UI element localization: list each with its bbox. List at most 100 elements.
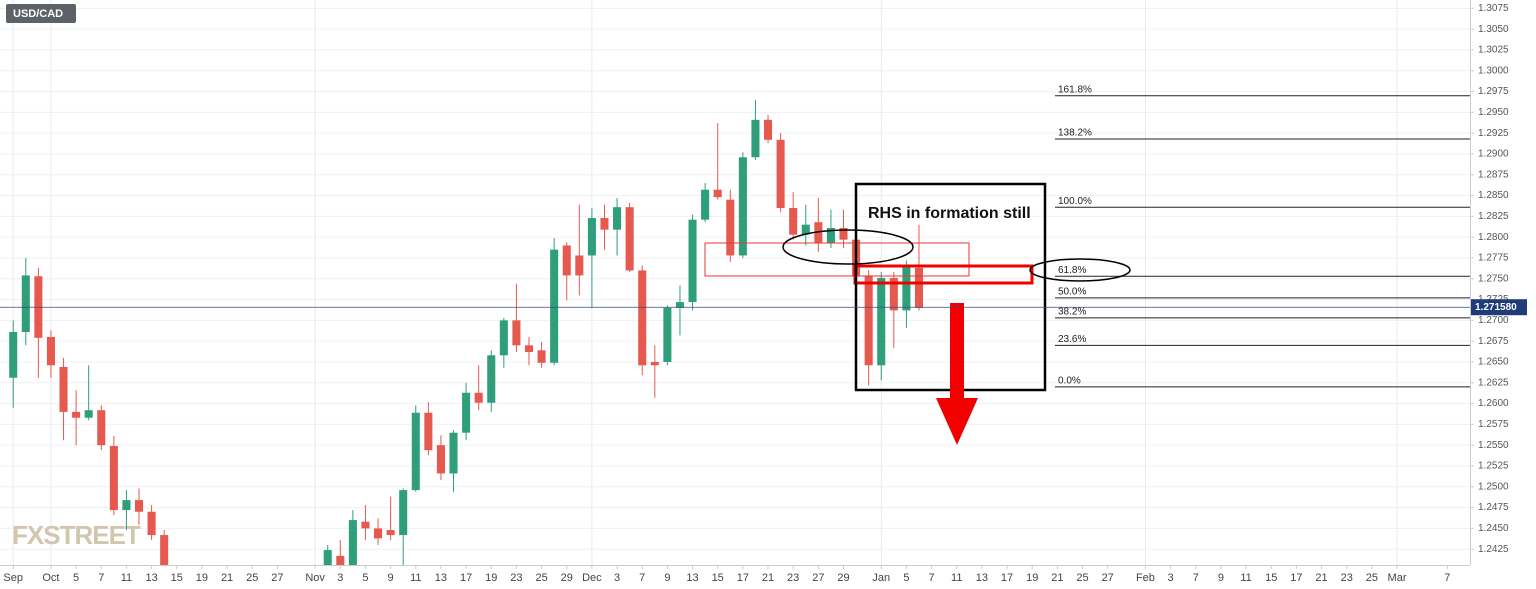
y-tick-label: 1.3000	[1478, 65, 1509, 76]
x-tick-label: 23	[787, 572, 799, 584]
x-tick-label: 19	[196, 572, 208, 584]
x-tick-label: 13	[976, 572, 988, 584]
y-tick-label: 1.2625	[1478, 377, 1509, 388]
candle-body	[625, 207, 634, 271]
zone-box	[704, 242, 970, 277]
x-tick-label: 23	[510, 572, 522, 584]
candle-body	[826, 227, 835, 243]
candle-body	[134, 500, 144, 512]
candle-body	[499, 320, 508, 356]
candle-body	[562, 245, 571, 276]
y-tick-label: 1.2650	[1478, 357, 1509, 368]
ellipse	[782, 229, 914, 265]
x-tick-label: 3	[337, 572, 343, 584]
x-tick-label: 17	[1290, 572, 1302, 584]
candle-body	[889, 277, 898, 311]
x-tick-label: Dec	[582, 572, 602, 584]
annotations: RHS in formation still	[704, 182, 1131, 445]
x-tick-label: 15	[1265, 572, 1277, 584]
x-tick-label: 17	[1001, 572, 1013, 584]
candle-body	[411, 412, 420, 491]
candle-body	[701, 189, 710, 220]
candle-body	[537, 350, 546, 363]
candle-body	[487, 355, 496, 403]
x-tick-label: 23	[1341, 572, 1353, 584]
y-tick-label: 1.2475	[1478, 502, 1509, 513]
x-tick-label: 17	[737, 572, 749, 584]
fib-label: 138.2%	[1058, 128, 1092, 139]
x-tick-label: 11	[410, 572, 421, 584]
x-tick-label: 27	[812, 572, 824, 584]
x-tick-label: 13	[435, 572, 447, 584]
candle-body	[776, 139, 785, 209]
candle-body	[763, 119, 773, 140]
candle-body	[424, 412, 433, 451]
x-tick-label: 5	[903, 572, 909, 584]
x-tick-label: 27	[271, 572, 283, 584]
y-tick-label: 1.2700	[1478, 315, 1509, 326]
x-tick-label: 3	[614, 572, 620, 584]
last-price-badge	[1471, 299, 1527, 316]
y-tick-label: 1.2900	[1478, 149, 1509, 160]
x-tick-label: 25	[246, 572, 258, 584]
x-tick-label: 21	[762, 572, 774, 584]
y-tick-label: 1.2425	[1478, 544, 1509, 555]
candle-body	[59, 366, 68, 412]
x-tick-label: 21	[1051, 572, 1063, 584]
x-tick-label: Jan	[872, 572, 890, 584]
y-tick-label: 1.3075	[1478, 3, 1509, 14]
candle-body	[9, 332, 18, 378]
fib-label: 50.0%	[1058, 287, 1086, 298]
x-tick-label: Oct	[42, 572, 59, 584]
x-tick-label: 5	[362, 572, 368, 584]
candle-body	[122, 500, 131, 511]
y-tick-label: 1.2825	[1478, 211, 1509, 222]
candle-body	[386, 530, 395, 536]
y-tick-label: 1.2550	[1478, 440, 1509, 451]
fib-label: 0.0%	[1058, 376, 1081, 387]
candle-body	[575, 255, 584, 276]
x-tick-label: Feb	[1136, 572, 1155, 584]
candle-body	[474, 392, 483, 403]
candles	[9, 99, 924, 565]
y-tick-label: 1.2775	[1478, 253, 1509, 264]
candle-body	[374, 528, 383, 539]
x-tick-label: 15	[712, 572, 724, 584]
candle-body	[713, 189, 722, 198]
candle-body	[663, 307, 672, 362]
candle-body	[688, 219, 697, 303]
y-tick-label: 1.2875	[1478, 169, 1509, 180]
candle-body	[751, 119, 760, 158]
x-tick-label: 15	[171, 572, 183, 584]
x-tick-label: 17	[460, 572, 472, 584]
axes: 1.2425 1.2450 1.2475 1.2500 1.2525 1.2550 1.25…	[0, 3, 1527, 584]
x-tick-label: 5	[73, 572, 79, 584]
y-tick-label: 1.3050	[1478, 24, 1509, 35]
y-tick-label: 1.2750	[1478, 273, 1509, 284]
x-tick-label: 25	[1366, 572, 1378, 584]
candle-body	[914, 267, 924, 308]
x-tick-label: 29	[561, 572, 573, 584]
y-tick-label: 1.2800	[1478, 232, 1509, 243]
candle-body	[877, 277, 886, 366]
candle-body	[84, 410, 93, 418]
candle-body	[436, 445, 445, 474]
candle-body	[638, 270, 647, 366]
candle-body	[902, 265, 911, 311]
y-tick-label: 1.2925	[1478, 128, 1509, 139]
candle-body	[512, 320, 521, 346]
fib-label: 61.8%	[1058, 265, 1086, 276]
fib-label: 38.2%	[1058, 307, 1086, 318]
ellipse	[1029, 258, 1131, 282]
symbol-badge	[6, 4, 76, 23]
x-tick-label: 25	[1076, 572, 1088, 584]
candle-body	[46, 337, 55, 366]
x-tick-label: 21	[221, 572, 233, 584]
candle-body	[738, 157, 747, 256]
x-tick-label: Sep	[3, 572, 23, 584]
y-tick-label: 1.3025	[1478, 45, 1509, 56]
candle-body	[147, 511, 156, 536]
candle-body	[613, 207, 622, 230]
